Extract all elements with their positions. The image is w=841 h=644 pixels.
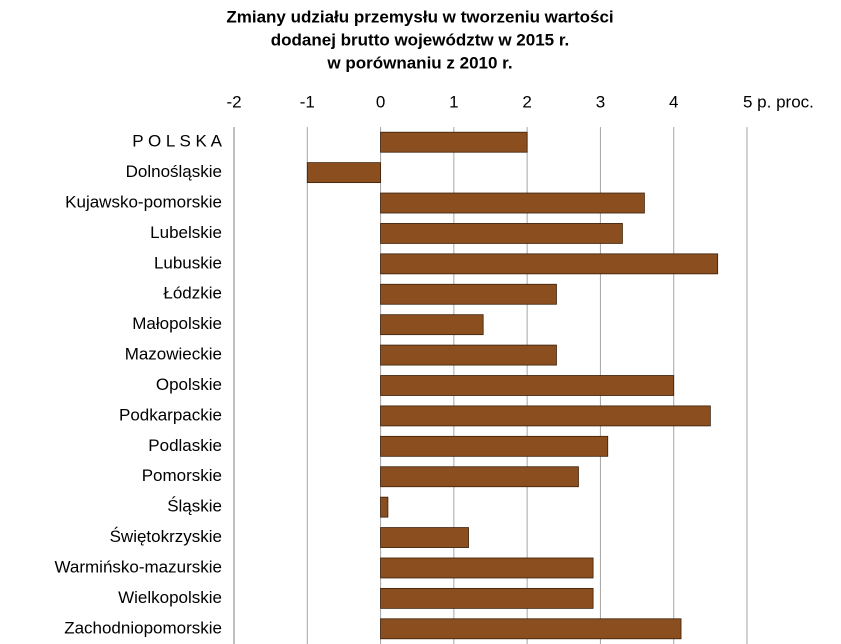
x-tick-label: 1 (449, 92, 458, 111)
y-tick-label: Śląskie (167, 497, 222, 516)
y-tick-label: Podlaskie (148, 436, 222, 455)
x-tick-label: 3 (596, 92, 605, 111)
bar (380, 131, 528, 153)
bar (380, 587, 594, 609)
y-tick-label: Świętokrzyskie (110, 527, 222, 546)
bar (380, 557, 594, 579)
y-tick-label: Kujawsko-pomorskie (65, 193, 222, 212)
bar (306, 162, 381, 184)
y-tick-label: Lubuskie (154, 253, 222, 272)
y-tick-label: Wielkopolskie (118, 588, 222, 607)
y-tick-label: Zachodniopomorskie (64, 618, 222, 637)
y-tick-label: Mazowieckie (125, 345, 222, 364)
y-tick-label: Dolnośląskie (126, 162, 222, 181)
chart-title: w porównaniu z 2010 r. (326, 53, 512, 72)
x-tick-label: 0 (376, 92, 385, 111)
x-tick-label: -2 (226, 92, 241, 111)
x-tick-label: 2 (522, 92, 531, 111)
y-tick-label: Pomorskie (142, 466, 222, 485)
x-tick-label: 4 (669, 92, 678, 111)
bar (380, 527, 469, 548)
y-tick-label: Małopolskie (132, 314, 222, 333)
y-tick-label: Lubelskie (150, 223, 222, 242)
bar (380, 314, 484, 336)
y-tick-label: Warmińsko-mazurskie (54, 557, 222, 576)
bar (380, 618, 682, 640)
y-tick-label: Opolskie (156, 375, 222, 394)
x-tick-label: 5 p. proc. (743, 92, 814, 111)
bar (380, 344, 557, 366)
bar (380, 223, 623, 244)
bar (380, 496, 389, 518)
bar (380, 283, 557, 305)
bar (380, 192, 645, 214)
chart-title: dodanej brutto województw w 2015 r. (271, 30, 569, 49)
bar (380, 253, 719, 275)
bar (380, 466, 579, 488)
x-tick-label: -1 (300, 92, 315, 111)
bar (380, 405, 711, 427)
bar (380, 375, 675, 396)
bar (380, 435, 609, 457)
y-tick-label: Łódzkie (163, 284, 222, 303)
chart-title: Zmiany udziału przemysłu w tworzeniu war… (226, 7, 613, 26)
y-tick-label: Podkarpackie (119, 405, 222, 424)
y-tick-label: P O L S K A (132, 132, 222, 151)
